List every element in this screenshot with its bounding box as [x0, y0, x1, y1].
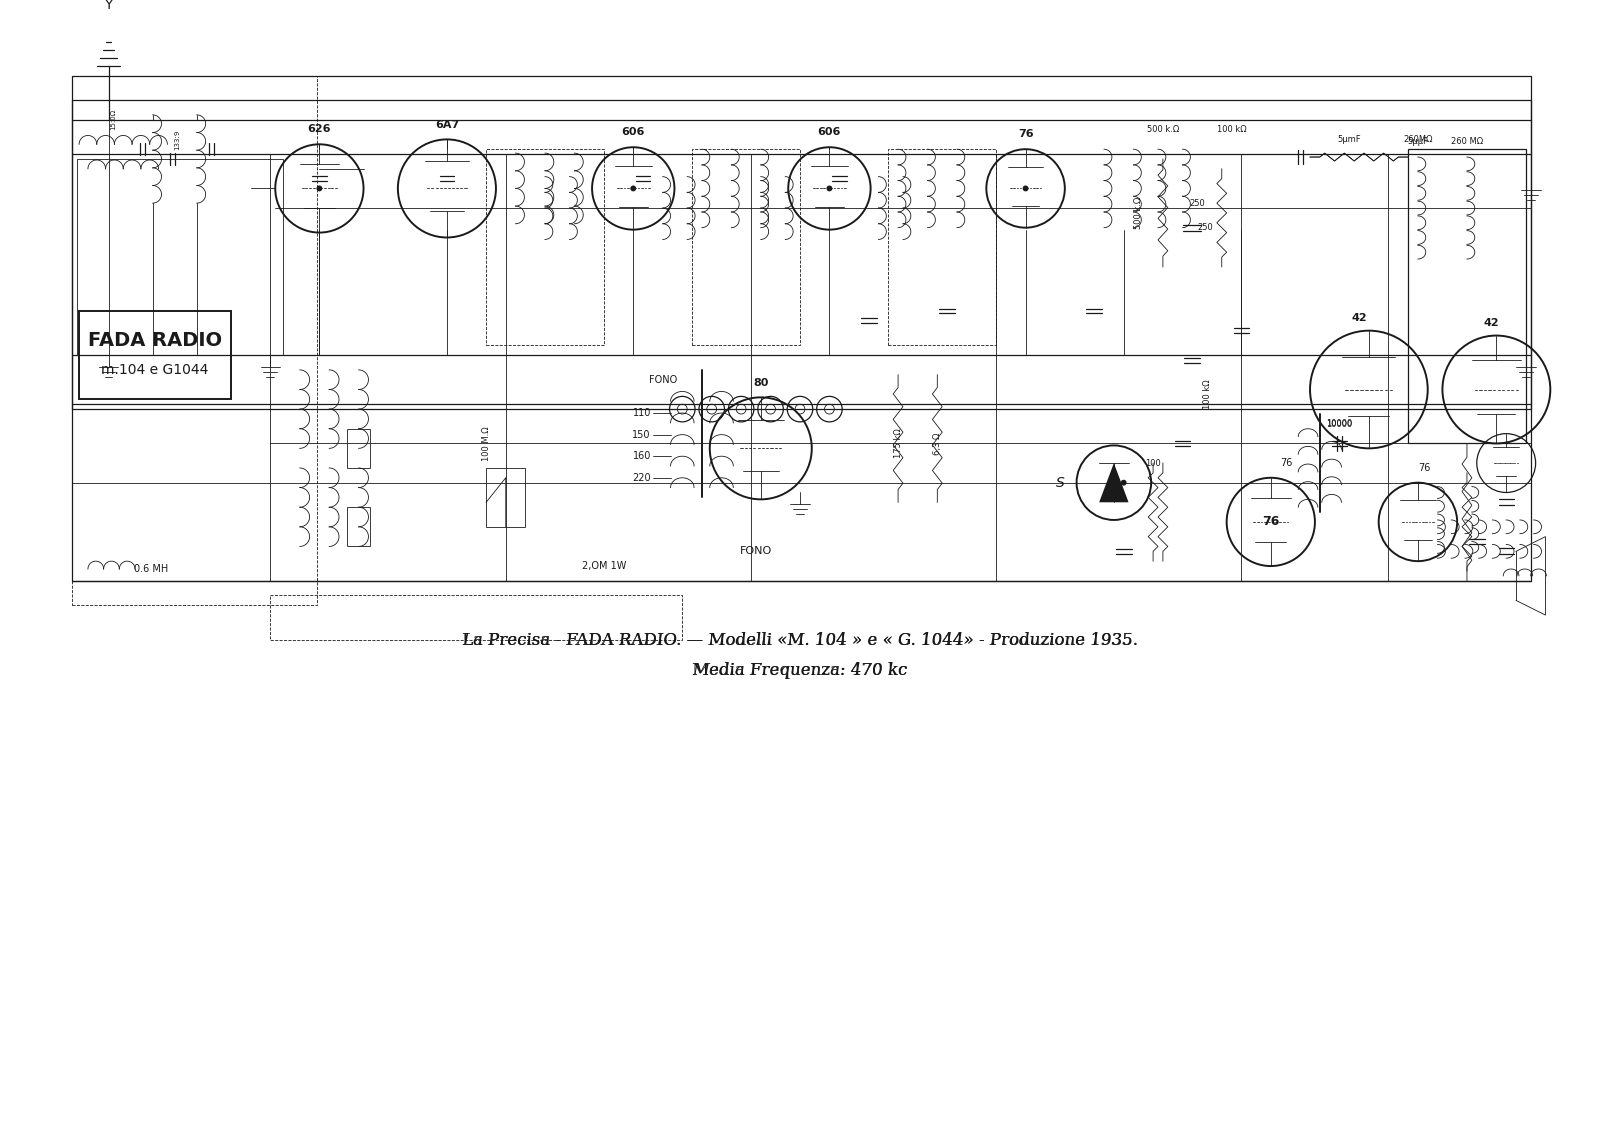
Bar	[347, 429, 371, 468]
Text: 606: 606	[621, 128, 645, 138]
Text: 250: 250	[1189, 199, 1205, 208]
Text: 260MΩ: 260MΩ	[1403, 136, 1432, 145]
Text: 110: 110	[632, 408, 651, 418]
Polygon shape	[1099, 463, 1128, 502]
Text: 606: 606	[818, 128, 842, 138]
Bar	[888, 149, 997, 345]
Text: 100: 100	[1146, 458, 1162, 467]
Text: La Precisa - FADA RADIO. — Modelli «M. 104 » e « G. 1044» - Produzione 1935.: La Precisa - FADA RADIO. — Modelli «M. 1…	[462, 632, 1138, 649]
Text: Media Frequenza: 470 kc: Media Frequenza: 470 kc	[693, 662, 907, 679]
Text: Y: Y	[104, 0, 112, 12]
Bar	[72, 101, 1531, 580]
Text: 15:0Ω: 15:0Ω	[110, 110, 117, 130]
Bar	[77, 159, 283, 355]
Text: 5μμF: 5μμF	[1408, 137, 1429, 146]
Text: 10000: 10000	[1326, 420, 1352, 429]
Bar	[78, 311, 230, 399]
Bar	[693, 149, 800, 345]
Text: 6A7: 6A7	[435, 120, 459, 130]
Text: FONO: FONO	[648, 374, 677, 385]
Text: m.104 e G1044: m.104 e G1044	[101, 363, 208, 377]
Text: 42: 42	[1352, 313, 1366, 322]
Bar	[347, 507, 371, 546]
Text: 10000: 10000	[1326, 420, 1352, 429]
Bar	[486, 468, 525, 527]
Circle shape	[827, 185, 832, 191]
Text: 133:9: 133:9	[174, 129, 181, 149]
Text: 76: 76	[1262, 516, 1280, 528]
Bar	[486, 149, 603, 345]
Circle shape	[1120, 480, 1126, 485]
Circle shape	[1022, 185, 1029, 191]
Text: 0.6 MH: 0.6 MH	[133, 564, 168, 575]
Text: FADA RADIO: FADA RADIO	[88, 331, 222, 349]
Text: 6,3 Ω: 6,3 Ω	[933, 432, 942, 455]
Text: 42: 42	[1483, 318, 1499, 328]
Text: 500 k.Ω: 500 k.Ω	[1134, 197, 1144, 230]
Text: Media Frequenza: 470 kc: Media Frequenza: 470 kc	[693, 662, 907, 679]
Text: 150: 150	[632, 430, 651, 440]
Text: 100 kΩ: 100 kΩ	[1203, 380, 1211, 409]
Text: 100 M.Ω: 100 M.Ω	[482, 426, 491, 460]
Text: 76: 76	[1018, 129, 1034, 139]
Text: 626: 626	[307, 124, 331, 135]
Text: 2,OM 1W: 2,OM 1W	[582, 561, 626, 571]
Bar	[72, 76, 317, 605]
Text: 5μmF: 5μmF	[1338, 136, 1362, 145]
Text: 76: 76	[1280, 458, 1293, 468]
Text: 100 kΩ: 100 kΩ	[1216, 126, 1246, 135]
Text: 500 k.Ω: 500 k.Ω	[1147, 126, 1179, 135]
Text: FONO: FONO	[739, 546, 771, 556]
Bar	[72, 76, 1531, 409]
Bar	[270, 596, 682, 640]
Text: 80: 80	[754, 378, 768, 388]
Text: 76: 76	[1418, 463, 1430, 473]
Text: La Precisa - FADA RADIO. — Modelli «M. 104 » e « G. 1044» - Produzione 1935.: La Precisa - FADA RADIO. — Modelli «M. 1…	[462, 632, 1138, 649]
Text: 175 kΩ: 175 kΩ	[893, 429, 902, 458]
Text: 250: 250	[1197, 223, 1213, 232]
Bar	[1408, 149, 1526, 443]
Text: 160: 160	[632, 451, 651, 461]
Text: 220: 220	[632, 473, 651, 483]
Text: 260 MΩ: 260 MΩ	[1451, 137, 1483, 146]
Circle shape	[630, 185, 637, 191]
Circle shape	[317, 185, 322, 191]
Text: S: S	[1056, 476, 1066, 490]
